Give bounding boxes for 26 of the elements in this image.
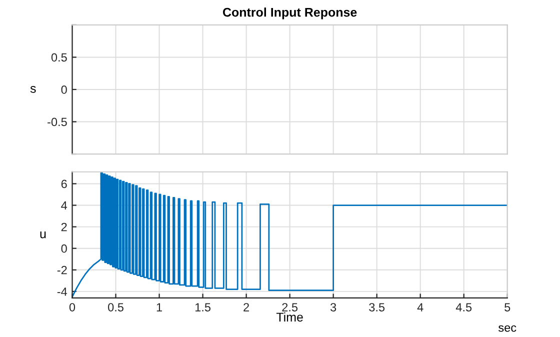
- x-tick-label: 3: [330, 303, 336, 312]
- x-tick-label: 5: [504, 303, 510, 312]
- y-tick-label: 6: [61, 180, 67, 188]
- x-tick-label: 0.5: [108, 303, 124, 312]
- x-tick-label: 2: [244, 303, 249, 312]
- x-axis-title: Time: [276, 312, 303, 322]
- y-tick-label: 0: [61, 244, 67, 253]
- x-tick-label: 3.5: [369, 303, 385, 312]
- y-axis-title: u: [40, 232, 46, 238]
- line-series: [72, 172, 508, 298]
- y-axis-title: s: [30, 86, 36, 93]
- text: sec: [498, 325, 516, 332]
- x-tick-label: 1: [156, 303, 162, 312]
- chart-title: Control Input Reponse: [222, 8, 357, 20]
- x-tick-label: 1.5: [195, 303, 210, 312]
- y-tick-label: 0: [61, 86, 67, 94]
- y-tick-label: -0.5: [48, 118, 67, 126]
- x-tick-label: 2.5: [282, 303, 298, 312]
- y-tick-label: 2: [61, 222, 67, 232]
- y-tick-label: 4: [61, 201, 68, 210]
- x-tick-label: 0: [69, 303, 76, 312]
- y-tick-label: 0.5: [51, 53, 67, 62]
- y-tick-label: -2: [57, 266, 67, 274]
- y-tick-label: -4: [57, 288, 68, 296]
- x-tick-label: 4.5: [456, 303, 472, 312]
- x-tick-label: 4: [417, 303, 424, 312]
